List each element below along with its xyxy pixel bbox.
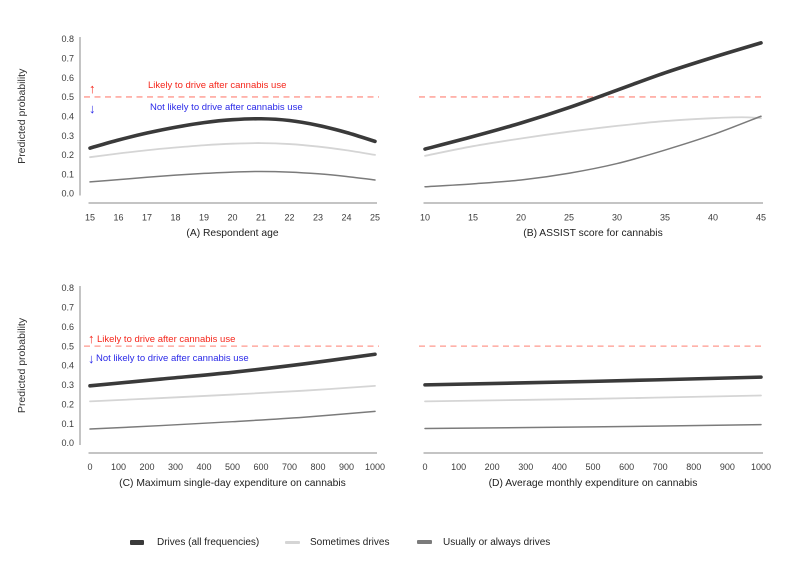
y-axis-label: Predicted probability — [16, 68, 28, 164]
series-line-2 — [424, 423, 762, 430]
y-tick-label: 0.1 — [61, 419, 74, 429]
x-tick-label: 10 — [420, 213, 430, 223]
up-arrow-icon: ↑ — [89, 81, 96, 96]
annotation-not-likely: Not likely to drive after cannabis use — [150, 102, 303, 113]
annotation-likely: Likely to drive after cannabis use — [97, 334, 235, 345]
x-tick-label: 200 — [139, 462, 154, 472]
x-tick-label: 700 — [282, 462, 297, 472]
y-tick-label: 0.8 — [61, 283, 74, 293]
x-tick-label: 500 — [585, 462, 600, 472]
panel-title: (C) Maximum single-day expenditure on ca… — [119, 478, 346, 489]
x-tick-label: 200 — [485, 462, 500, 472]
series-line-1 — [424, 394, 762, 403]
x-tick-label: 45 — [756, 213, 766, 223]
panel-title: (A) Respondent age — [186, 228, 278, 239]
series-line-1 — [424, 116, 762, 157]
x-tick-label: 100 — [111, 462, 126, 472]
y-tick-label: 0.0 — [61, 189, 74, 199]
y-tick-label: 0.3 — [61, 380, 74, 390]
series-line-0 — [423, 375, 763, 387]
x-tick-label: 16 — [113, 213, 123, 223]
x-tick-label: 400 — [196, 462, 211, 472]
series-line-1 — [89, 384, 376, 403]
y-tick-label: 0.7 — [61, 54, 74, 64]
y-tick-label: 0.7 — [61, 303, 74, 313]
x-tick-label: 1000 — [751, 462, 771, 472]
x-tick-label: 19 — [199, 213, 209, 223]
x-tick-label: 100 — [451, 462, 466, 472]
panel-b: 10 15 20 25 30 35 40 45 (B) ASSIST score for can… — [419, 41, 766, 239]
x-tick-label: 0 — [422, 462, 427, 472]
y-tick-label: 0.1 — [61, 169, 74, 179]
y-tick-label: 0.6 — [61, 73, 74, 83]
y-tick-label: 0.6 — [61, 322, 74, 332]
x-tick-label: 23 — [313, 213, 323, 223]
panel-title: (B) ASSIST score for cannabis — [523, 228, 662, 239]
x-tick-label: 20 — [227, 213, 237, 223]
x-tick-label: 15 — [468, 213, 478, 223]
y-tick-label: 0.2 — [61, 150, 74, 160]
panel-a: 0.0 0.1 0.2 0.3 0.4 0.5 0.6 0.7 0.8 Predicted pro… — [16, 34, 380, 239]
down-arrow-icon: ↓ — [88, 351, 95, 366]
x-tick-label: 1000 — [365, 462, 385, 472]
x-tick-label: 300 — [168, 462, 183, 472]
x-tick-label: 21 — [256, 213, 266, 223]
x-tick-label: 40 — [708, 213, 718, 223]
x-tick-label: 600 — [253, 462, 268, 472]
series-line-2 — [89, 170, 376, 183]
y-tick-label: 0.4 — [61, 111, 74, 121]
x-tick-label: 18 — [170, 213, 180, 223]
series-line-0 — [88, 352, 377, 388]
x-tick-label: 35 — [660, 213, 670, 223]
x-tick-label: 25 — [370, 213, 380, 223]
y-tick-label: 0.3 — [61, 131, 74, 141]
y-tick-label: 0.5 — [61, 341, 74, 351]
y-tick-label: 0.0 — [61, 438, 74, 448]
annotation-not-likely: Not likely to drive after cannabis use — [96, 353, 249, 364]
series-line-0 — [423, 41, 763, 151]
x-tick-label: 400 — [552, 462, 567, 472]
x-tick-label: 600 — [619, 462, 634, 472]
y-tick-label: 0.4 — [61, 361, 74, 371]
annotation-likely: Likely to drive after cannabis use — [148, 80, 286, 91]
y-tick-label: 0.8 — [61, 34, 74, 44]
x-tick-label: 900 — [720, 462, 735, 472]
x-tick-label: 800 — [310, 462, 325, 472]
x-tick-label: 25 — [564, 213, 574, 223]
x-tick-label: 800 — [686, 462, 701, 472]
x-tick-label: 15 — [85, 213, 95, 223]
x-tick-label: 900 — [339, 462, 354, 472]
down-arrow-icon: ↓ — [89, 101, 96, 116]
x-tick-label: 22 — [284, 213, 294, 223]
x-tick-label: 17 — [142, 213, 152, 223]
series-line-2 — [89, 410, 376, 430]
series-line-2 — [424, 115, 762, 188]
y-axis-label: Predicted probability — [16, 317, 28, 413]
x-tick-label: 700 — [653, 462, 668, 472]
series-line-0 — [88, 116, 377, 150]
panel-d: 0 100 200 300 400 500 600 700 800 900 1000 (D) Aver… — [419, 345, 771, 489]
up-arrow-icon: ↑ — [88, 331, 95, 346]
x-tick-label: 20 — [516, 213, 526, 223]
x-tick-label: 24 — [341, 213, 351, 223]
x-tick-label: 500 — [225, 462, 240, 472]
panel-c: 0.0 0.1 0.2 0.3 0.4 0.5 0.6 0.7 0.8 Predicted pro… — [16, 283, 385, 489]
y-tick-label: 0.2 — [61, 399, 74, 409]
y-tick-label: 0.5 — [61, 92, 74, 102]
x-tick-label: 30 — [612, 213, 622, 223]
x-tick-label: 300 — [518, 462, 533, 472]
series-line-1 — [89, 142, 376, 159]
panel-title: (D) Average monthly expenditure on canna… — [489, 478, 698, 489]
x-tick-label: 0 — [87, 462, 92, 472]
